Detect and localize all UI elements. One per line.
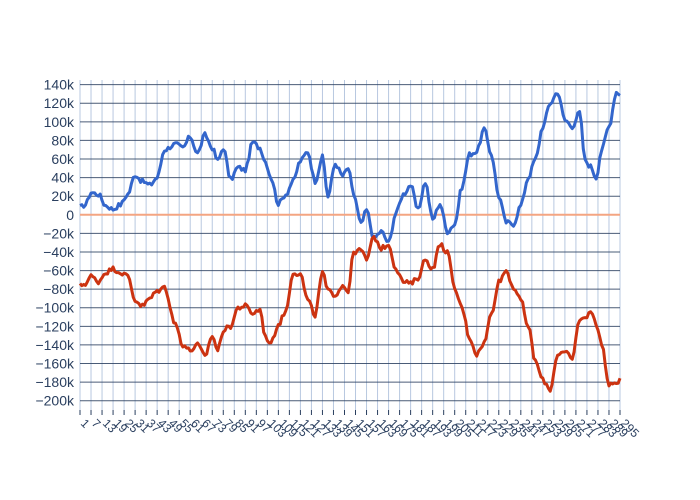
series-line-1 <box>79 90 621 243</box>
y-tick-label: 60k <box>51 151 75 167</box>
series-line-2 <box>78 235 622 393</box>
y-tick-label: −200k <box>35 393 75 409</box>
x-axis-ticks: 1713192531374349556167737985919710310911… <box>78 410 642 441</box>
series-layer <box>78 90 622 393</box>
y-tick-label: −60k <box>43 263 75 279</box>
vertical-grid <box>79 80 621 410</box>
y-tick-label: −160k <box>35 356 75 372</box>
y-tick-label: −100k <box>35 300 75 316</box>
y-tick-label: −80k <box>43 281 75 297</box>
y-tick-label: 100k <box>44 114 75 130</box>
horizontal-grid <box>80 84 620 402</box>
y-tick-label: 20k <box>51 188 75 204</box>
y-tick-label: −180k <box>35 374 75 390</box>
y-tick-label: 40k <box>51 170 75 186</box>
y-tick-label: −140k <box>35 337 75 353</box>
y-tick-label: −20k <box>43 225 75 241</box>
y-tick-label: −40k <box>43 244 75 260</box>
y-axis-ticks: 140k 120k 100k 80k 60k 40k 20k 0 −20k −40k −60k −80… <box>35 77 75 409</box>
y-tick-label: 0 <box>66 207 74 223</box>
y-tick-label: −120k <box>35 318 75 334</box>
y-tick-label: 140k <box>44 77 75 93</box>
y-tick-label: 120k <box>44 95 75 111</box>
y-tick-label: 80k <box>51 132 75 148</box>
